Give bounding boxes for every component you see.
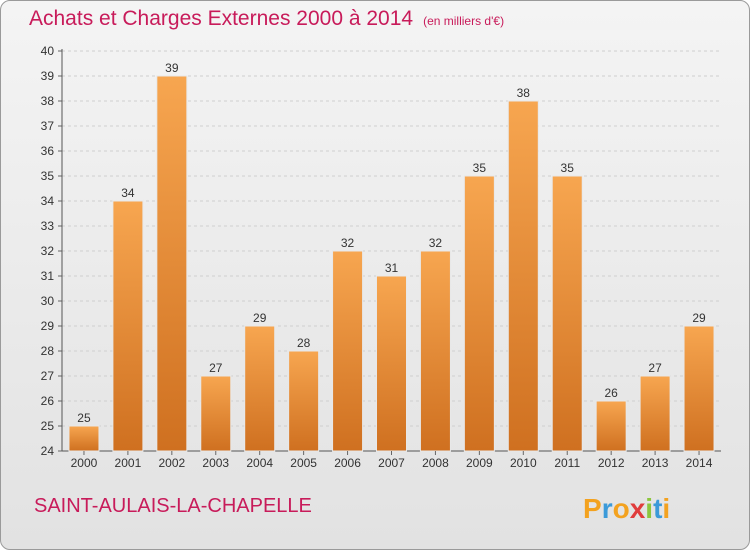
x-tick-label-2010: 2010	[510, 456, 537, 470]
proxiti-logo: Proxiti	[583, 493, 670, 524]
title-text: Achats et Charges Externes 2000 à 2014	[29, 7, 414, 30]
y-tick-label: 25	[41, 419, 55, 433]
bar-2009	[463, 175, 495, 452]
bar-2005	[288, 350, 320, 452]
bar-2007	[376, 275, 407, 452]
y-tick-labels: 24 25 26 27 28 29 30 31 32 33 34 35 36 37 38 39 40	[41, 44, 55, 458]
data-label-2008: 32	[429, 236, 443, 250]
bar-2000	[68, 425, 100, 452]
y-tick-label: 24	[41, 444, 55, 458]
x-tick-label-2007: 2007	[378, 456, 405, 470]
data-label-2007: 31	[385, 261, 399, 275]
data-label-2003: 27	[209, 361, 223, 375]
x-tick-label-2001: 2001	[115, 456, 142, 470]
x-tick-label-2002: 2002	[158, 456, 185, 470]
commune-name: SAINT-AULAIS-LA-CHAPELLE	[34, 495, 312, 517]
y-tick-label: 32	[41, 244, 55, 258]
bar-2011	[551, 175, 583, 452]
unit-note: (en milliers d'€)	[423, 14, 505, 28]
x-tick-label-2005: 2005	[290, 456, 317, 470]
x-tick-label-2006: 2006	[334, 456, 361, 470]
data-label-2013: 27	[648, 361, 662, 375]
y-tick-label: 40	[41, 44, 55, 58]
y-tick-label: 26	[41, 394, 55, 408]
y-tick-label: 37	[41, 119, 55, 133]
bars	[68, 75, 715, 452]
x-tick-label-2003: 2003	[202, 456, 229, 470]
data-labels: 25 34 39 27 29 28 32 31 32 35 38 35 26 27 29	[77, 61, 706, 425]
data-label-2011: 35	[561, 161, 575, 175]
bar-2004	[244, 325, 276, 452]
y-tick-label: 33	[41, 219, 55, 233]
x-tick-label-2012: 2012	[598, 456, 625, 470]
data-label-2010: 38	[517, 86, 531, 100]
data-label-2009: 35	[473, 161, 487, 175]
data-label-2006: 32	[341, 236, 355, 250]
y-tick-label: 39	[41, 69, 55, 83]
data-label-2005: 28	[297, 336, 311, 350]
y-tick-label: 30	[41, 294, 55, 308]
data-label-2012: 26	[604, 386, 618, 400]
data-label-2014: 29	[692, 311, 706, 325]
y-tick-label: 38	[41, 94, 55, 108]
x-tick-label-2009: 2009	[466, 456, 493, 470]
y-tick-label: 31	[41, 269, 55, 283]
x-tick-label-2011: 2011	[554, 456, 580, 470]
y-tick-label: 27	[41, 369, 55, 383]
data-label-2002: 39	[165, 61, 179, 75]
bar-2002	[156, 75, 188, 452]
x-tick-label-2008: 2008	[422, 456, 449, 470]
y-tick-label: 36	[41, 144, 55, 158]
x-tick-label-2004: 2004	[246, 456, 273, 470]
bar-2014	[683, 325, 715, 452]
x-tick-label-2000: 2000	[71, 456, 98, 470]
y-tick-label: 29	[41, 319, 55, 333]
data-label-2001: 34	[121, 186, 135, 200]
bar-2006	[332, 250, 364, 452]
bar-2010	[507, 100, 539, 452]
x-tick-label-2013: 2013	[642, 456, 669, 470]
data-label-2000: 25	[77, 411, 91, 425]
bar-2012	[595, 400, 627, 452]
x-tick-labels: 2000 2001 2002 2003 2004 2005 2006 2007 2008 2009…	[71, 451, 713, 470]
data-label-2004: 29	[253, 311, 267, 325]
y-tick-label: 35	[41, 169, 55, 183]
y-tick-label: 34	[41, 194, 55, 208]
bar-2008	[419, 250, 451, 452]
bar-2003	[200, 375, 232, 452]
bar-2013	[639, 375, 671, 452]
y-tick-label: 28	[41, 344, 55, 358]
svg-text:Proxiti: Proxiti	[583, 493, 670, 524]
chart-title: Achats et Charges Externes 2000 à 2014 (e…	[29, 7, 504, 31]
x-tick-label-2014: 2014	[686, 456, 713, 470]
bar-2001	[112, 200, 144, 452]
